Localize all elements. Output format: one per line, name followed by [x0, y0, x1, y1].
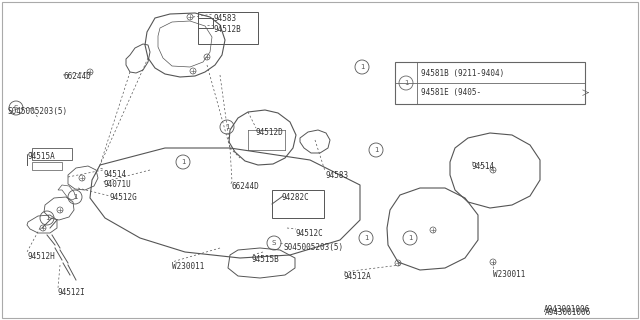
- Text: 94512H: 94512H: [27, 252, 55, 261]
- Text: 1: 1: [408, 235, 412, 241]
- Text: 1: 1: [180, 159, 185, 165]
- Text: 66244D: 66244D: [232, 182, 260, 191]
- Text: S045005203(5): S045005203(5): [283, 243, 343, 252]
- Text: 94581E (9405-: 94581E (9405-: [421, 88, 481, 97]
- Text: 94514: 94514: [103, 170, 126, 179]
- Text: 1: 1: [45, 215, 49, 221]
- Text: 66244D: 66244D: [63, 72, 91, 81]
- Text: 1: 1: [73, 194, 77, 200]
- Text: 94512I: 94512I: [58, 288, 86, 297]
- Text: 1: 1: [364, 235, 368, 241]
- Text: 94515B: 94515B: [252, 255, 280, 264]
- Text: W230011: W230011: [493, 270, 525, 279]
- Text: 1: 1: [404, 80, 408, 86]
- Text: 94515A: 94515A: [27, 152, 55, 161]
- Text: S045005203(5): S045005203(5): [8, 107, 68, 116]
- Text: A943001006: A943001006: [545, 308, 591, 317]
- Text: S: S: [272, 240, 276, 246]
- Text: S: S: [14, 105, 18, 111]
- Text: 1: 1: [360, 64, 364, 70]
- Text: 94581B (9211-9404): 94581B (9211-9404): [421, 69, 504, 78]
- Text: 1: 1: [374, 147, 378, 153]
- Text: A943001006: A943001006: [544, 305, 590, 314]
- Text: 94583: 94583: [213, 14, 236, 23]
- Text: 94512A: 94512A: [344, 272, 372, 281]
- Text: 94071U: 94071U: [103, 180, 131, 189]
- Text: 94512G: 94512G: [110, 193, 138, 202]
- Text: 94514: 94514: [472, 162, 495, 171]
- Text: W230011: W230011: [172, 262, 204, 271]
- Text: 94282C: 94282C: [282, 193, 310, 202]
- Text: 94512C: 94512C: [296, 229, 324, 238]
- Text: 94512B: 94512B: [213, 25, 241, 34]
- Text: 1: 1: [225, 124, 229, 130]
- Text: 94583: 94583: [325, 171, 348, 180]
- Text: 94512D: 94512D: [256, 128, 284, 137]
